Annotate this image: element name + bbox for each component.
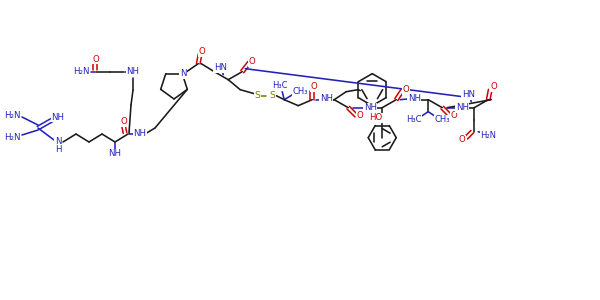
Text: N: N bbox=[180, 69, 187, 78]
Text: O: O bbox=[92, 55, 100, 64]
Text: CH₃: CH₃ bbox=[434, 115, 450, 124]
Text: N: N bbox=[55, 137, 61, 146]
Text: NH: NH bbox=[127, 68, 139, 76]
Text: NH: NH bbox=[133, 130, 146, 139]
Text: S: S bbox=[269, 91, 275, 100]
Text: O: O bbox=[249, 57, 256, 66]
Text: H₃C: H₃C bbox=[272, 81, 288, 90]
Text: NH: NH bbox=[320, 94, 333, 103]
Text: H: H bbox=[55, 145, 61, 154]
Text: H₂N: H₂N bbox=[480, 131, 496, 140]
Text: NH: NH bbox=[456, 103, 469, 112]
Text: O: O bbox=[451, 111, 458, 120]
Text: H₂N: H₂N bbox=[73, 68, 89, 76]
Text: O: O bbox=[459, 135, 466, 144]
Text: NH: NH bbox=[408, 94, 421, 103]
Text: O: O bbox=[357, 111, 364, 120]
Text: NH: NH bbox=[52, 112, 65, 122]
Text: HN: HN bbox=[214, 63, 227, 72]
Text: HO: HO bbox=[370, 113, 383, 122]
Text: H₂N: H₂N bbox=[4, 133, 20, 142]
Text: O: O bbox=[199, 47, 206, 56]
Text: O: O bbox=[311, 82, 317, 91]
Text: CH₃: CH₃ bbox=[292, 87, 308, 96]
Text: NH: NH bbox=[364, 103, 377, 112]
Text: O: O bbox=[403, 85, 410, 94]
Text: H₂N: H₂N bbox=[4, 110, 20, 119]
Text: O: O bbox=[121, 118, 127, 127]
Text: NH: NH bbox=[109, 149, 121, 158]
Text: H₃C: H₃C bbox=[406, 115, 422, 124]
Text: HN: HN bbox=[462, 90, 475, 99]
Text: S: S bbox=[254, 91, 260, 100]
Text: O: O bbox=[491, 82, 497, 91]
